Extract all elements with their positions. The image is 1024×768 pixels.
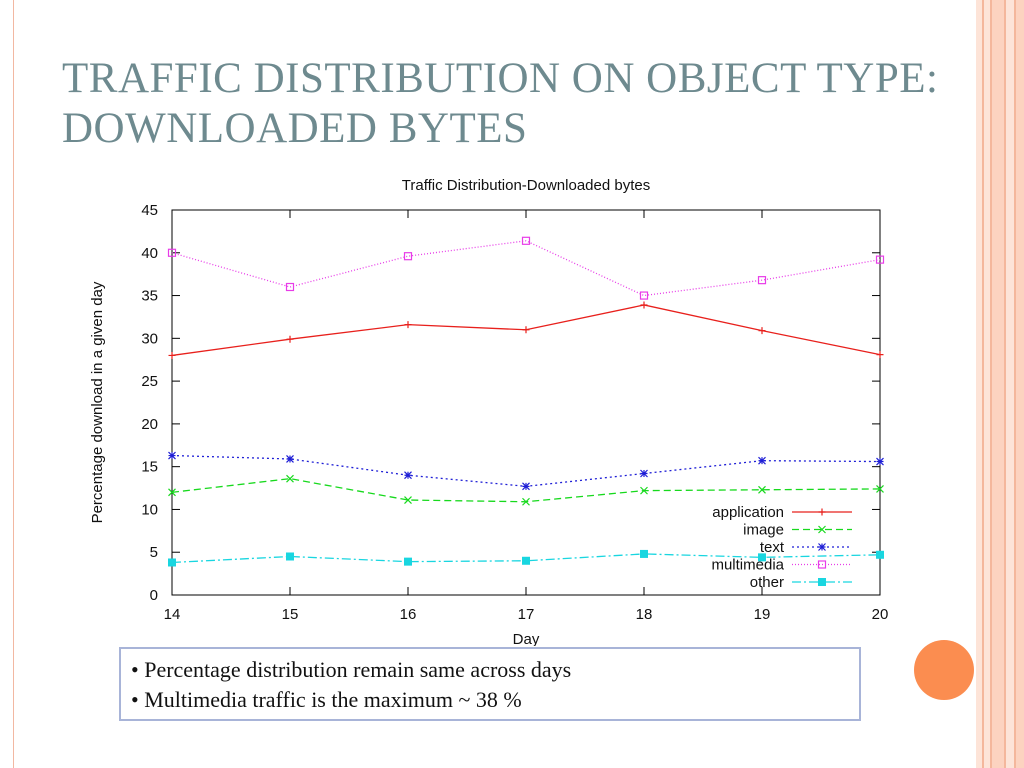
y-tick-label: 20 — [141, 416, 158, 433]
legend-marker-image — [818, 525, 826, 534]
decorative-stripes — [976, 0, 1024, 768]
x-tick-label: 19 — [754, 606, 771, 623]
x-tick-label: 18 — [636, 606, 653, 623]
chart-title: Traffic Distribution-Downloaded bytes — [402, 177, 650, 194]
x-tick-label: 14 — [164, 606, 181, 623]
data-point-other — [168, 558, 176, 567]
legend-marker-text — [818, 543, 826, 551]
data-point-image — [522, 497, 530, 506]
data-point-text — [640, 469, 648, 478]
data-point-image — [758, 485, 766, 494]
data-point-multimedia — [875, 255, 885, 264]
data-point-other — [522, 556, 530, 565]
data-point-text — [404, 471, 412, 480]
slide-title: TRAFFIC DISTRIBUTION ON OBJECT TYPE: DOW… — [62, 55, 939, 152]
y-tick-label: 40 — [141, 245, 158, 262]
accent-dot — [914, 640, 974, 700]
data-point-multimedia — [167, 248, 177, 257]
data-point-application — [168, 351, 176, 359]
y-tick-label: 15 — [141, 459, 158, 476]
x-axis-label: Day — [513, 631, 540, 646]
data-point-multimedia — [639, 291, 649, 300]
legend-label-application: application — [712, 504, 784, 521]
data-point-text — [522, 482, 530, 491]
data-point-application — [522, 326, 530, 334]
x-tick-label: 20 — [872, 606, 889, 623]
data-point-other — [876, 550, 884, 559]
notes-box: • Percentage distribution remain same ac… — [119, 647, 861, 721]
y-axis-label: Percentage download in a given day — [89, 281, 106, 523]
data-point-application — [286, 335, 294, 343]
legend-label-image: image — [743, 522, 784, 539]
data-point-application — [404, 321, 412, 329]
legend-label-text: text — [760, 539, 785, 556]
y-tick-label: 0 — [150, 587, 158, 604]
note-line-1: • Percentage distribution remain same ac… — [131, 657, 572, 682]
legend-marker-other — [818, 578, 826, 586]
data-point-application — [876, 351, 884, 359]
series-line-multimedia — [171, 240, 881, 297]
y-tick-label: 25 — [141, 373, 158, 390]
data-point-image — [168, 488, 176, 497]
y-tick-label: 35 — [141, 288, 158, 305]
legend-marker-application — [818, 508, 826, 516]
data-point-image — [286, 474, 294, 483]
y-tick-label: 5 — [150, 544, 158, 561]
series-line-text — [171, 454, 881, 487]
data-point-image — [876, 484, 884, 493]
data-point-multimedia — [521, 236, 531, 245]
series-line-image — [171, 477, 881, 503]
data-point-multimedia — [403, 252, 413, 261]
data-point-other — [404, 557, 412, 566]
legend-label-multimedia: multimedia — [711, 557, 784, 574]
line-chart: Traffic Distribution-Downloaded bytes 0 5 1… — [89, 177, 889, 646]
data-point-text — [876, 457, 884, 466]
y-tick-label: 30 — [141, 330, 158, 347]
data-point-application — [640, 301, 648, 309]
data-point-text — [286, 455, 294, 463]
data-point-application — [758, 327, 766, 335]
note-line-2: • Multimedia traffic is the maximum ~ 38… — [131, 687, 522, 712]
y-tick-label: 10 — [141, 501, 158, 518]
left-frame-border — [0, 0, 14, 768]
data-point-other — [640, 549, 648, 558]
data-point-image — [404, 496, 412, 504]
data-point-text — [168, 451, 176, 460]
data-point-text — [758, 456, 766, 465]
x-tick-label: 16 — [400, 606, 417, 623]
x-tick-label: 17 — [518, 606, 535, 623]
y-tick-label: 45 — [141, 202, 158, 219]
data-point-other — [758, 553, 766, 562]
data-point-multimedia — [757, 276, 767, 285]
data-point-image — [640, 486, 648, 495]
data-point-other — [286, 552, 294, 561]
data-point-multimedia — [285, 282, 295, 292]
x-tick-label: 15 — [282, 606, 299, 623]
legend-marker-multimedia — [817, 560, 827, 569]
legend-label-other: other — [750, 574, 784, 591]
